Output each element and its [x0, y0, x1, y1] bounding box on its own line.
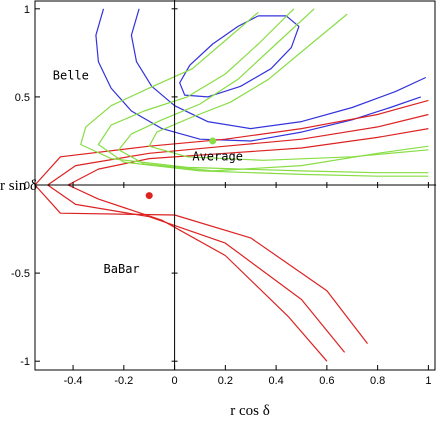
x-tick-label: 0.6 — [319, 375, 334, 387]
average-contour-9 — [148, 13, 429, 161]
belle-contour-2 — [179, 15, 300, 98]
annotation-average: Average — [192, 149, 243, 163]
contour-curves — [34, 8, 429, 362]
babar-contour-5 — [34, 99, 429, 344]
babar-point — [145, 192, 153, 200]
babar-contour-3 — [67, 128, 429, 362]
data-points — [145, 137, 217, 200]
x-tick-label: 0.8 — [370, 375, 385, 387]
y-tick-label: 0.5 — [15, 92, 30, 104]
average-point — [209, 137, 217, 145]
y-tick-label: 1 — [24, 4, 30, 16]
x-tick-label: 1 — [425, 375, 431, 387]
annotations: Belle Average BaBar — [53, 68, 243, 276]
annotation-babar: BaBar — [104, 262, 140, 276]
x-tick-label: -0.2 — [114, 375, 133, 387]
belle-contour-1 — [130, 8, 427, 130]
x-tick-label: 0.2 — [218, 375, 233, 387]
average-contour-7 — [97, 8, 429, 177]
x-axis-title: r cos δ — [230, 403, 270, 419]
average-contour-6 — [118, 8, 429, 172]
x-tick-label: -0.4 — [64, 375, 83, 387]
x-tick-label: 0.4 — [268, 375, 283, 387]
y-axis-title: r sin δ — [0, 178, 37, 194]
y-tick-label: -0.5 — [11, 268, 30, 280]
tick-marks — [35, 8, 429, 370]
x-tick-label: 0 — [172, 375, 178, 387]
y-tick-label: 0 — [24, 180, 30, 192]
average-contour-8 — [80, 11, 429, 174]
babar-contour-4 — [47, 113, 429, 353]
annotation-belle: Belle — [53, 68, 89, 82]
axes — [34, 0, 436, 371]
tick-labels: -0.4 -0.2 0 0.2 0.4 0.6 0.8 1 1 0.5 0 -0.5 -1 — [11, 4, 431, 387]
y-tick-label: -1 — [20, 356, 30, 368]
